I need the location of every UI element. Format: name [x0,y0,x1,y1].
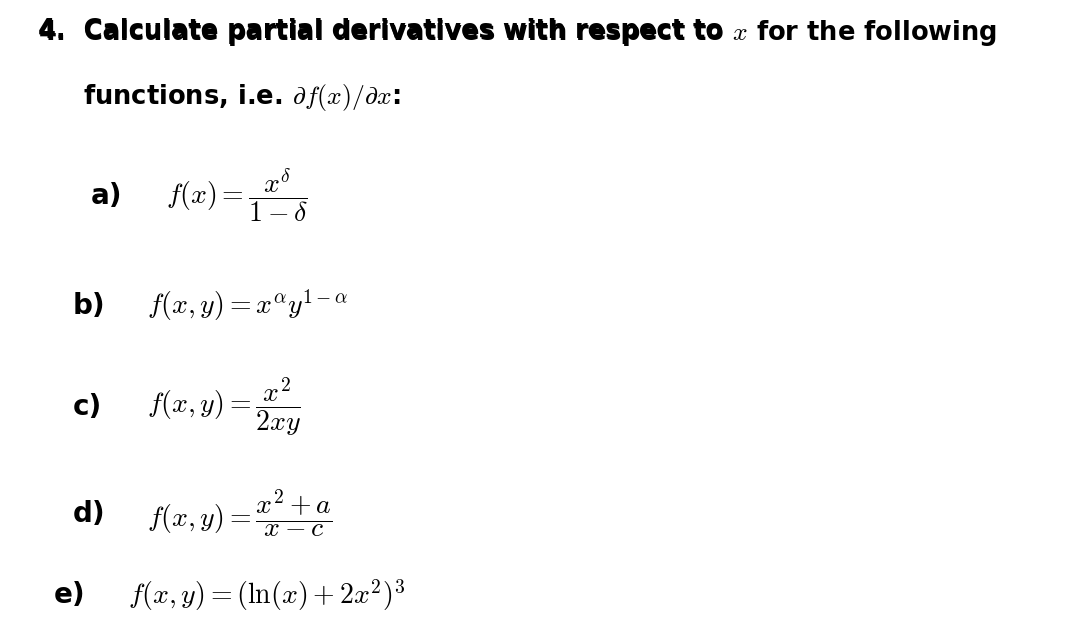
Text: $f(x, y) = (\mathrm{ln}(x) + 2x^{2})^{3}$: $f(x, y) = (\mathrm{ln}(x) + 2x^{2})^{3}… [128,577,405,613]
Text: d): d) [73,500,105,528]
Text: $f(x, y) = \dfrac{x^{2}}{2xy}$: $f(x, y) = \dfrac{x^{2}}{2xy}$ [147,376,301,438]
Text: e): e) [54,581,86,609]
Text: 4.  Calculate partial derivatives with respect to $x$ for the following: 4. Calculate partial derivatives with re… [38,18,997,48]
Text: a): a) [91,182,123,210]
Text: $f(x, y) = \dfrac{x^{2} + a}{x - c}$: $f(x, y) = \dfrac{x^{2} + a}{x - c}$ [147,488,332,539]
Text: c): c) [73,392,102,420]
Text: $f(x) = \dfrac{x^{\delta}}{1 - \delta}$: $f(x) = \dfrac{x^{\delta}}{1 - \delta}$ [166,167,307,224]
Text: b): b) [73,291,105,320]
Text: $f(x, y) = x^{\alpha} y^{1-\alpha}$: $f(x, y) = x^{\alpha} y^{1-\alpha}$ [147,288,348,324]
Text: 4.  Calculate partial derivatives with respect to: 4. Calculate partial derivatives with re… [38,18,732,44]
Text: functions, i.e. $\partial f(x)/\partial x$:: functions, i.e. $\partial f(x)/\partial … [83,82,401,113]
